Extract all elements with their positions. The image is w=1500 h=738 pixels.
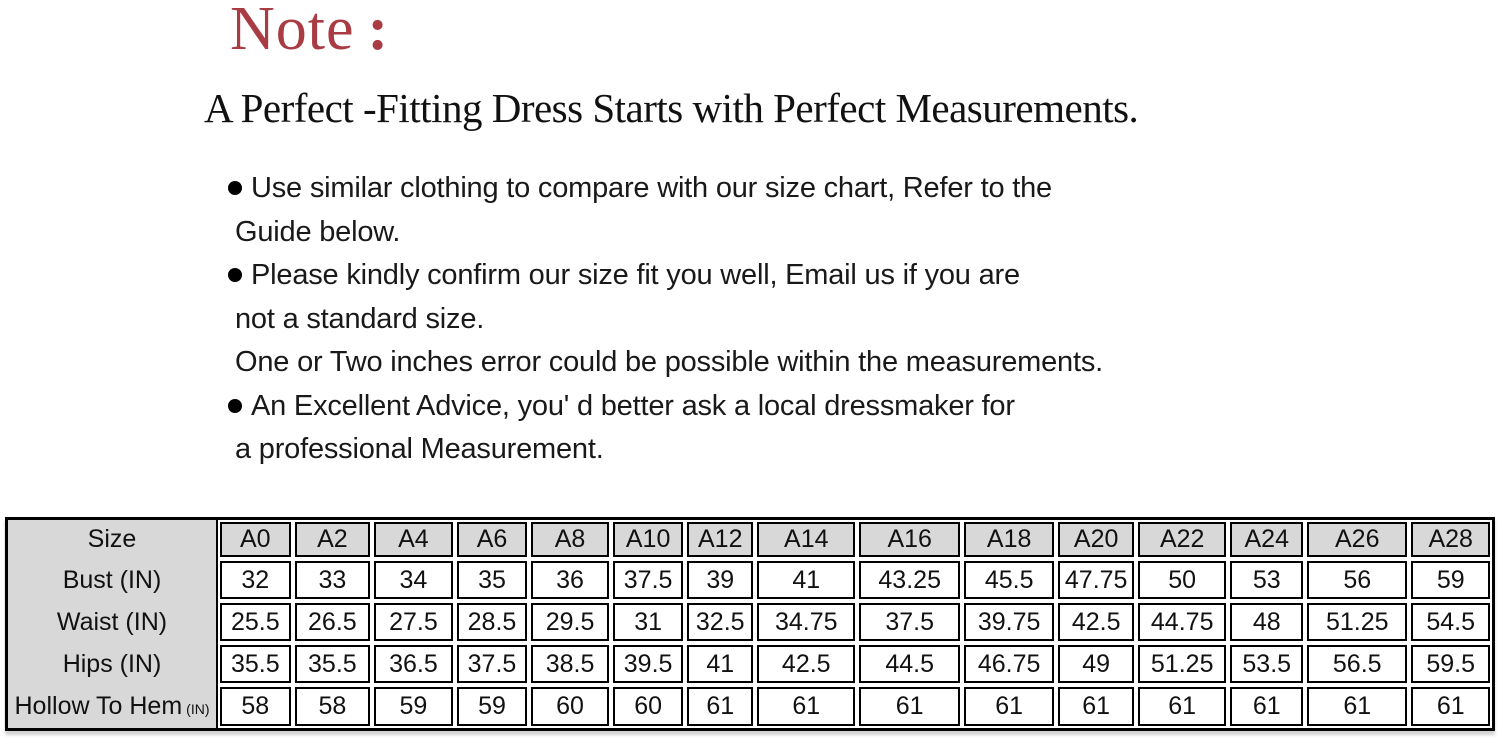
size-chart-table: Size Bust (IN) Waist (IN) Hips (IN) Hollow T…: [5, 517, 1495, 731]
measurement-value-cell: 37.5: [859, 603, 960, 641]
measurement-value-cell: 35: [456, 561, 528, 599]
measurement-value-cell: 53.5: [1230, 645, 1304, 683]
measurement-value-cell: 43.25: [859, 561, 960, 599]
size-column-header-a12: A12: [687, 522, 754, 557]
size-column-header-a6: A6: [456, 522, 528, 557]
measurement-value-cell: 42.5: [757, 645, 856, 683]
measurement-value-cell: 46.75: [963, 645, 1055, 683]
measurement-value-cell: 61: [757, 687, 856, 726]
measurement-value-cell: 27.5: [374, 603, 453, 641]
bullet-continuation-line: One or Two inches error could be possibl…: [235, 346, 1103, 378]
advice-bullet-list: Use similar clothing to compare with our…: [228, 167, 1408, 472]
measurement-value-cell: 41: [687, 645, 754, 683]
measurement-value-cell: 51.25: [1307, 603, 1408, 641]
measurement-value-cell: 61: [1411, 687, 1490, 726]
measurement-value-cell: 59.5: [1411, 645, 1490, 683]
measurement-value-cell: 33: [294, 561, 371, 599]
measurement-value-cell: 61: [1307, 687, 1408, 726]
bullet-item-2: Please kindly confirm our size fit you w…: [228, 254, 1408, 298]
note-title: Note:: [230, 0, 389, 65]
row-label-hips-in: Hips (IN): [62, 649, 162, 678]
measurement-value-cell: 45.5: [963, 561, 1055, 599]
bullet-dot-icon: [228, 181, 242, 195]
size-column-header-a20: A20: [1058, 522, 1134, 557]
measurement-value-cell: 44.5: [859, 645, 960, 683]
row-label-waist-in: Waist (IN): [56, 607, 168, 636]
measurement-value-cell: 61: [1137, 687, 1227, 726]
measurement-value-cell: 44.75: [1137, 603, 1227, 641]
measurement-value-cell: 35.5: [220, 645, 291, 683]
measurement-value-cell: 36.5: [374, 645, 453, 683]
measurement-value-cell: 36: [531, 561, 609, 599]
measurement-value-cell: 38.5: [531, 645, 609, 683]
measurement-value-cell: 61: [859, 687, 960, 726]
measurement-value-cell: 49: [1058, 645, 1134, 683]
row-label-hollow-to-hem: Hollow To Hem (IN): [14, 692, 210, 720]
unit-label: (IN): [186, 701, 210, 717]
measurement-value-cell: 47.75: [1058, 561, 1134, 599]
measurement-value-cell: 59: [374, 687, 453, 726]
measurement-value-cell: 59: [1411, 561, 1490, 599]
measurement-value-cell: 28.5: [456, 603, 528, 641]
measurement-value-cell: 37.5: [612, 561, 684, 599]
bullet-item-1: Use similar clothing to compare with our…: [228, 167, 1408, 211]
measurement-value-cell: 34.75: [757, 603, 856, 641]
bullet-continuation-line: not a standard size.: [235, 302, 485, 335]
measurement-value-cell: 37.5: [456, 645, 528, 683]
page-heading: A Perfect -Fitting Dress Starts with Per…: [204, 85, 1139, 131]
measurement-value-cell: 39.5: [612, 645, 684, 683]
note-title-text: Note: [230, 0, 355, 63]
bullet-dot-icon: [228, 268, 242, 282]
size-chart-label-column: Size Bust (IN) Waist (IN) Hips (IN) Hollow T…: [8, 520, 218, 728]
bullet-dot-icon: [228, 398, 242, 413]
row-label-size: Size: [87, 525, 137, 553]
measurement-value-cell: 32: [220, 561, 291, 599]
measurement-value-cell: 61: [687, 687, 754, 726]
size-column-header-a16: A16: [859, 522, 960, 557]
measurement-value-cell: 50: [1137, 561, 1227, 599]
size-column-header-a2: A2: [294, 522, 371, 557]
size-column-header-a4: A4: [374, 522, 453, 557]
size-column-header-a14: A14: [757, 522, 856, 557]
measurement-value-cell: 35.5: [294, 645, 371, 683]
size-column-header-a24: A24: [1230, 522, 1304, 557]
measurement-value-cell: 39: [687, 561, 754, 599]
measurement-value-cell: 48: [1230, 603, 1304, 641]
measurement-value-cell: 31: [612, 603, 684, 641]
measurement-value-cell: 60: [612, 687, 684, 726]
measurement-value-cell: 32.5: [687, 603, 754, 641]
size-column-header-a10: A10: [612, 522, 684, 557]
bullet-continuation-line: a professional Measurement.: [235, 433, 604, 465]
bullet-continuation-line: Guide below.: [235, 215, 401, 248]
size-column-header-a22: A22: [1137, 522, 1227, 557]
measurement-value-cell: 58: [220, 687, 291, 726]
size-column-header-a18: A18: [963, 522, 1055, 557]
note-title-colon: :: [367, 0, 390, 63]
measurement-value-cell: 41: [757, 561, 856, 599]
measurement-value-cell: 61: [1058, 687, 1134, 726]
measurement-value-cell: 29.5: [531, 603, 609, 641]
size-column-header-a0: A0: [220, 522, 291, 557]
size-column-header-a8: A8: [531, 522, 609, 557]
size-column-header-a28: A28: [1411, 522, 1490, 557]
measurement-value-cell: 61: [1230, 687, 1304, 726]
measurement-value-cell: 56.5: [1307, 645, 1408, 683]
bullet-item-3: An Excellent Advice, you' d better ask a…: [228, 385, 1408, 429]
measurement-value-cell: 56: [1307, 561, 1408, 599]
measurement-value-cell: 25.5: [220, 603, 291, 641]
measurement-value-cell: 39.75: [963, 603, 1055, 641]
row-label-bust-in: Bust (IN): [62, 565, 162, 594]
size-column-header-a26: A26: [1307, 522, 1408, 557]
measurement-value-cell: 54.5: [1411, 603, 1490, 641]
measurement-value-cell: 34: [374, 561, 453, 599]
measurement-value-cell: 61: [963, 687, 1055, 726]
measurement-value-cell: 53: [1230, 561, 1304, 599]
measurement-value-cell: 51.25: [1137, 645, 1227, 683]
measurement-value-cell: 42.5: [1058, 603, 1134, 641]
measurement-value-cell: 26.5: [294, 603, 371, 641]
measurement-value-cell: 60: [531, 687, 609, 726]
measurement-value-cell: 59: [456, 687, 528, 726]
measurement-value-cell: 58: [294, 687, 371, 726]
